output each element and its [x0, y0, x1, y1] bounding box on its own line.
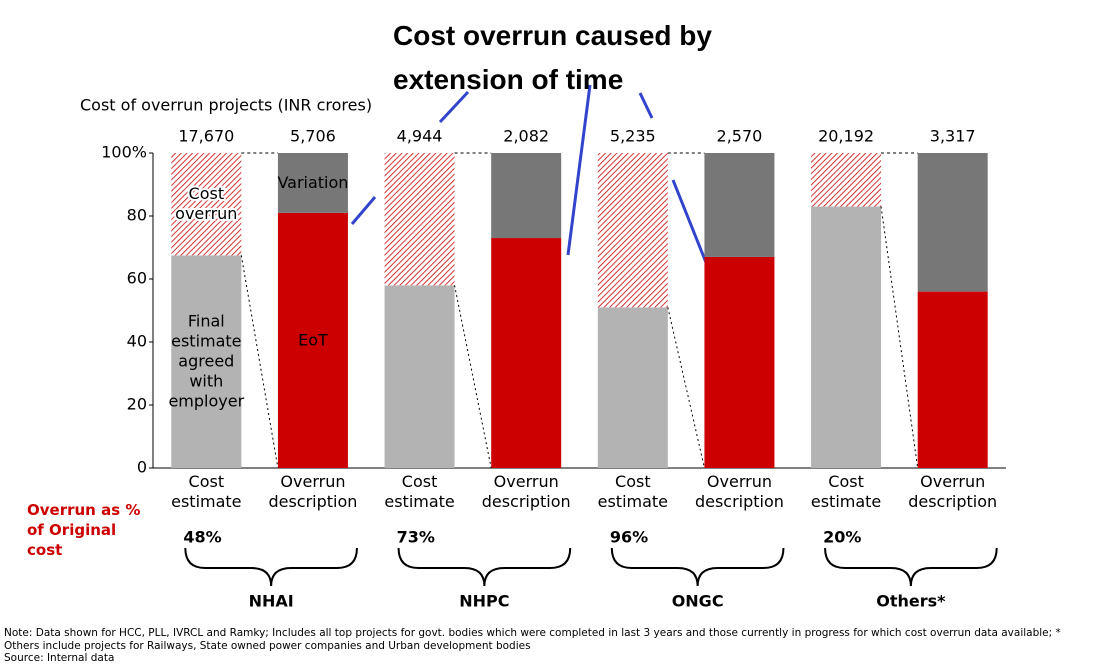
bar-segment: [811, 206, 882, 469]
y-tick-label: 20: [127, 395, 147, 414]
brace: [184, 547, 358, 587]
bar-segment: [491, 153, 562, 239]
note: Note: Data shown for HCC, PLL, IVRCL and…: [4, 627, 1084, 665]
series-label: Variation: [277, 172, 348, 191]
bar-segment: [277, 212, 348, 468]
connector: [240, 255, 279, 469]
total-label: 4,944: [397, 127, 443, 146]
bar-segment: [384, 153, 455, 286]
overrun-pct: 73%: [397, 528, 435, 547]
x-tick-label: Overrun description: [695, 472, 784, 511]
group-label: NHAI: [249, 592, 294, 611]
total-label: 5,235: [610, 127, 656, 146]
connector: [667, 307, 705, 469]
bar-segment: [171, 255, 242, 468]
connector: [880, 206, 919, 469]
bar-segment: [491, 238, 562, 468]
source-text: Source: Internal data: [4, 652, 115, 664]
overrun-pct: 48%: [183, 528, 221, 547]
chart-title: Cost overrun caused by extension of time: [393, 20, 712, 95]
x-tick-label: Cost estimate: [171, 472, 241, 511]
y-tick-label: 0: [137, 458, 147, 477]
x-tick-label: Cost estimate: [384, 472, 454, 511]
bar-segment: [811, 153, 882, 207]
bar-segment: [917, 153, 988, 292]
overrun-pct: 96%: [610, 528, 648, 547]
total-label: 5,706: [290, 127, 336, 146]
bar-segment: [917, 291, 988, 468]
total-label: 3,317: [930, 127, 976, 146]
bar-segment: [704, 153, 775, 257]
x-tick-label: Cost estimate: [811, 472, 881, 511]
group-label: NHPC: [459, 592, 509, 611]
y-tick-label: 40: [127, 332, 147, 351]
bar-segment: [597, 153, 668, 308]
bar-segment: [704, 256, 775, 468]
bar-segment: [277, 153, 348, 213]
connector: [454, 285, 492, 469]
note-text: Note: Data shown for HCC, PLL, IVRCL and…: [4, 627, 1061, 652]
y-tick-label: 100%: [101, 143, 147, 162]
total-label: 20,192: [818, 127, 874, 146]
total-label: 2,570: [717, 127, 763, 146]
series-label: EoT: [298, 330, 328, 349]
total-label: 2,082: [503, 127, 549, 146]
bar-segment: [597, 307, 668, 468]
x-tick-label: Overrun description: [482, 472, 571, 511]
annotation-lines: [350, 84, 709, 266]
x-tick-label: Overrun description: [908, 472, 997, 511]
brace: [610, 547, 785, 587]
brace: [397, 547, 572, 587]
group-label: ONGC: [672, 592, 724, 611]
bar-segment: [171, 153, 242, 256]
total-label: 17,670: [178, 127, 234, 146]
bar-segment: [384, 285, 455, 468]
series-label: Cost overrun: [175, 184, 237, 223]
x-tick-label: Overrun description: [268, 472, 357, 511]
x-tick-label: Cost estimate: [598, 472, 668, 511]
y-tick-label: 60: [127, 269, 147, 288]
brace: [824, 547, 998, 587]
series-label: Final estimate agreed with employer: [168, 311, 244, 410]
overrun-label: Overrun as % of Original cost: [27, 501, 141, 559]
overrun-pct: 20%: [823, 528, 861, 547]
group-label: Others*: [876, 592, 946, 611]
y-tick-label: 80: [127, 206, 147, 225]
y-axis-title: Cost of overrun projects (INR crores): [80, 96, 372, 115]
